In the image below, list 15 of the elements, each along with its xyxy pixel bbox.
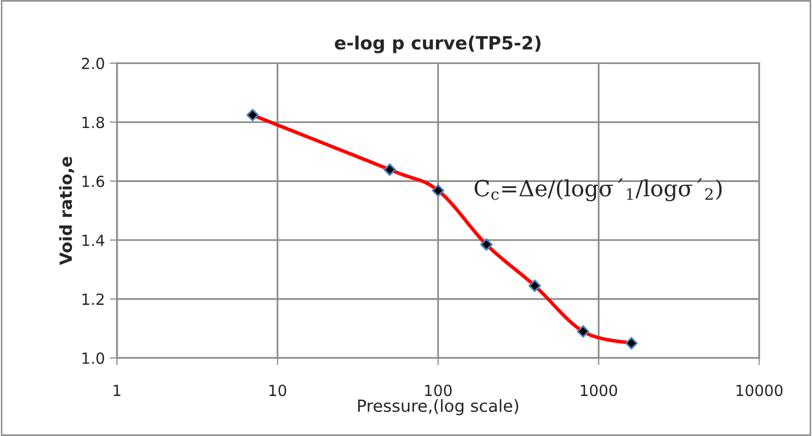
x-axis-title: Pressure,(log scale) [358,399,518,416]
y-tick-label: 1.6 [82,176,104,188]
x-tick-label: 1000 [580,384,618,396]
chart-title: e-log p curve(TP5-2) [334,36,540,54]
x-tick-label: 10000 [736,384,783,396]
x-tick-label: 1 [114,384,120,396]
y-tick-label: 1.8 [82,116,104,128]
y-tick-label: 2.0 [82,58,104,70]
y-tick-label: 1.4 [82,234,104,246]
x-tick-label: 10 [269,384,286,396]
x-tick-label: 100 [425,384,452,396]
y-tick-label: 1.2 [82,293,104,305]
y-axis-title: Void ratio,e [59,156,74,266]
annotation: C$_{c}$=Δe/(logσ´$_{1}$/logσ´$_{2}$) [474,178,722,202]
y-tick-label: 1.0 [82,352,104,364]
